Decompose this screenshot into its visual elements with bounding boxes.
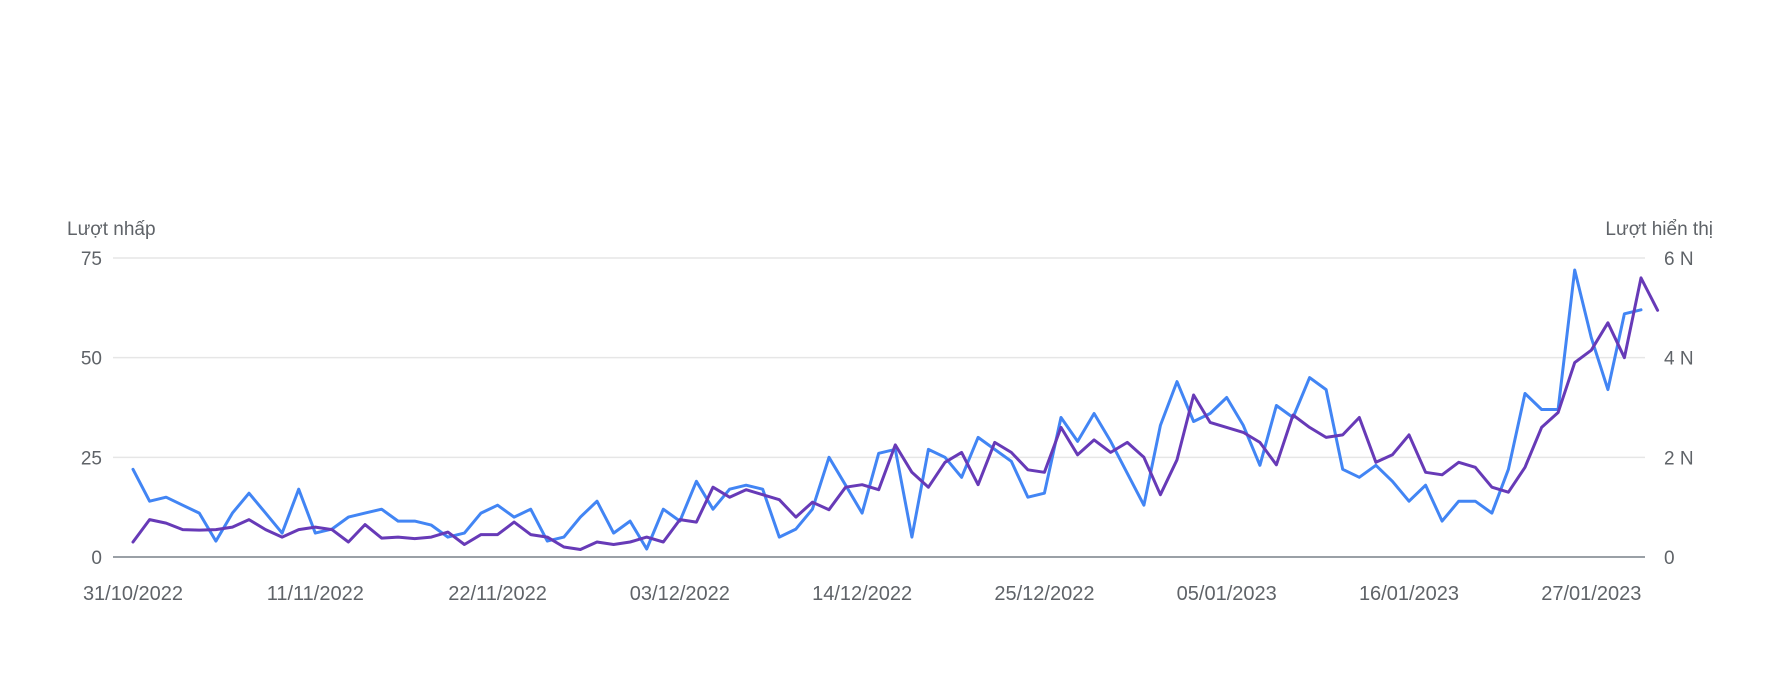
x-axis-tick-label: 25/12/2022 [994, 583, 1094, 605]
series-line-left-axis [131, 268, 1643, 551]
left-axis-ticks: 0 25 50 75 [81, 249, 102, 569]
x-axis-tick-label: 03/12/2022 [630, 583, 730, 605]
series-group [131, 268, 1660, 551]
x-axis-tick-label: 22/11/2022 [448, 583, 547, 605]
left-axis-tick-label: 0 [91, 548, 102, 569]
right-axis-tick-label: 0 [1664, 548, 1675, 569]
right-axis-ticks: 0 2 N 4 N 6 N [1664, 249, 1694, 569]
x-axis-tick-label: 14/12/2022 [812, 583, 912, 605]
left-axis-title: Lượt nhấp [67, 219, 156, 240]
x-axis-ticks: 31/10/2022 11/11/2022 22/11/2022 03/12/2022… [83, 583, 1641, 605]
x-axis-tick-label: 11/11/2022 [267, 583, 364, 605]
x-axis-tick-label: 05/01/2023 [1177, 583, 1277, 605]
right-axis-title: Lượt hiển thị [1605, 219, 1713, 240]
grid [113, 257, 1645, 558]
x-axis-tick-label: 16/01/2023 [1359, 583, 1459, 605]
right-axis-tick-label: 2 N [1664, 448, 1694, 469]
right-axis-tick-label: 4 N [1664, 349, 1694, 370]
x-axis-tick-label: 27/01/2023 [1541, 583, 1641, 605]
x-axis-tick-label: 31/10/2022 [83, 583, 183, 605]
left-axis-tick-label: 25 [81, 448, 102, 469]
right-axis-tick-label: 6 N [1664, 249, 1694, 270]
left-axis-tick-label: 75 [81, 249, 102, 270]
series-line-right-axis [131, 276, 1660, 551]
left-axis-tick-label: 50 [81, 349, 102, 370]
